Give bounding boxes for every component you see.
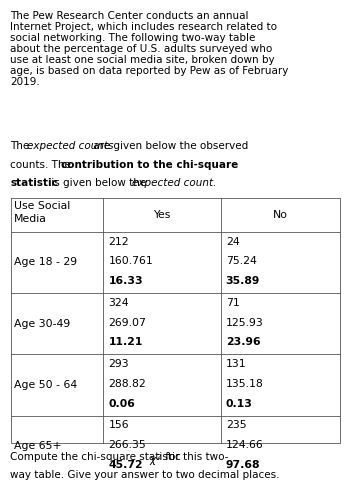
Text: Compute the chi-square statistic: Compute the chi-square statistic bbox=[10, 452, 184, 462]
Text: expected counts: expected counts bbox=[27, 141, 114, 151]
Text: 293: 293 bbox=[108, 359, 129, 369]
Text: 288.82: 288.82 bbox=[108, 379, 146, 389]
Text: expected count.: expected count. bbox=[132, 178, 217, 188]
Text: Yes: Yes bbox=[153, 210, 170, 220]
Text: Age 18 - 29: Age 18 - 29 bbox=[14, 257, 77, 268]
Text: 24: 24 bbox=[226, 237, 239, 246]
Text: 266.35: 266.35 bbox=[108, 440, 146, 450]
Text: 2019.: 2019. bbox=[10, 77, 40, 87]
Text: 135.18: 135.18 bbox=[226, 379, 264, 389]
Text: 35.89: 35.89 bbox=[226, 276, 260, 286]
Text: 45.72: 45.72 bbox=[108, 460, 143, 470]
Text: Use Social
Media: Use Social Media bbox=[14, 201, 70, 224]
Text: for this two-: for this two- bbox=[162, 452, 228, 462]
Text: Internet Project, which includes research related to: Internet Project, which includes researc… bbox=[10, 22, 278, 32]
Text: 125.93: 125.93 bbox=[226, 318, 264, 328]
Text: Age 30-49: Age 30-49 bbox=[14, 318, 70, 329]
Text: about the percentage of U.S. adults surveyed who: about the percentage of U.S. adults surv… bbox=[10, 44, 273, 54]
Text: use at least one social media site, broken down by: use at least one social media site, brok… bbox=[10, 55, 275, 65]
Text: social networking. The following two-way table: social networking. The following two-way… bbox=[10, 33, 256, 43]
Text: 160.761: 160.761 bbox=[108, 256, 153, 267]
Text: 0.13: 0.13 bbox=[226, 399, 253, 409]
Text: The Pew Research Center conducts an annual: The Pew Research Center conducts an annu… bbox=[10, 11, 249, 21]
Text: is given below the: is given below the bbox=[48, 178, 150, 188]
Text: 23.96: 23.96 bbox=[226, 338, 260, 347]
Text: counts. The: counts. The bbox=[10, 160, 75, 170]
Text: age, is based on data reported by Pew as of February: age, is based on data reported by Pew as… bbox=[10, 66, 289, 76]
Text: 11.21: 11.21 bbox=[108, 338, 143, 347]
Text: 75.24: 75.24 bbox=[226, 256, 257, 267]
Text: 71: 71 bbox=[226, 298, 239, 308]
Text: 97.68: 97.68 bbox=[226, 460, 260, 470]
Text: 124.66: 124.66 bbox=[226, 440, 264, 450]
Text: The: The bbox=[10, 141, 33, 151]
Text: 0.06: 0.06 bbox=[108, 399, 135, 409]
Text: statistic: statistic bbox=[10, 178, 58, 188]
Text: 235: 235 bbox=[226, 420, 246, 430]
Text: Age 65+: Age 65+ bbox=[14, 441, 62, 451]
Text: 324: 324 bbox=[108, 298, 129, 308]
Text: $\chi^2$: $\chi^2$ bbox=[149, 452, 162, 467]
Text: 269.07: 269.07 bbox=[108, 318, 146, 328]
Text: 16.33: 16.33 bbox=[108, 276, 143, 286]
Text: No: No bbox=[273, 210, 287, 220]
Text: Age 50 - 64: Age 50 - 64 bbox=[14, 380, 77, 390]
Text: contribution to the chi-square: contribution to the chi-square bbox=[61, 160, 238, 170]
Text: are given below the observed: are given below the observed bbox=[90, 141, 248, 151]
Text: 131: 131 bbox=[226, 359, 246, 369]
Text: way table. Give your answer to two decimal places.: way table. Give your answer to two decim… bbox=[10, 470, 280, 480]
Text: 212: 212 bbox=[108, 237, 129, 246]
Text: 156: 156 bbox=[108, 420, 129, 430]
